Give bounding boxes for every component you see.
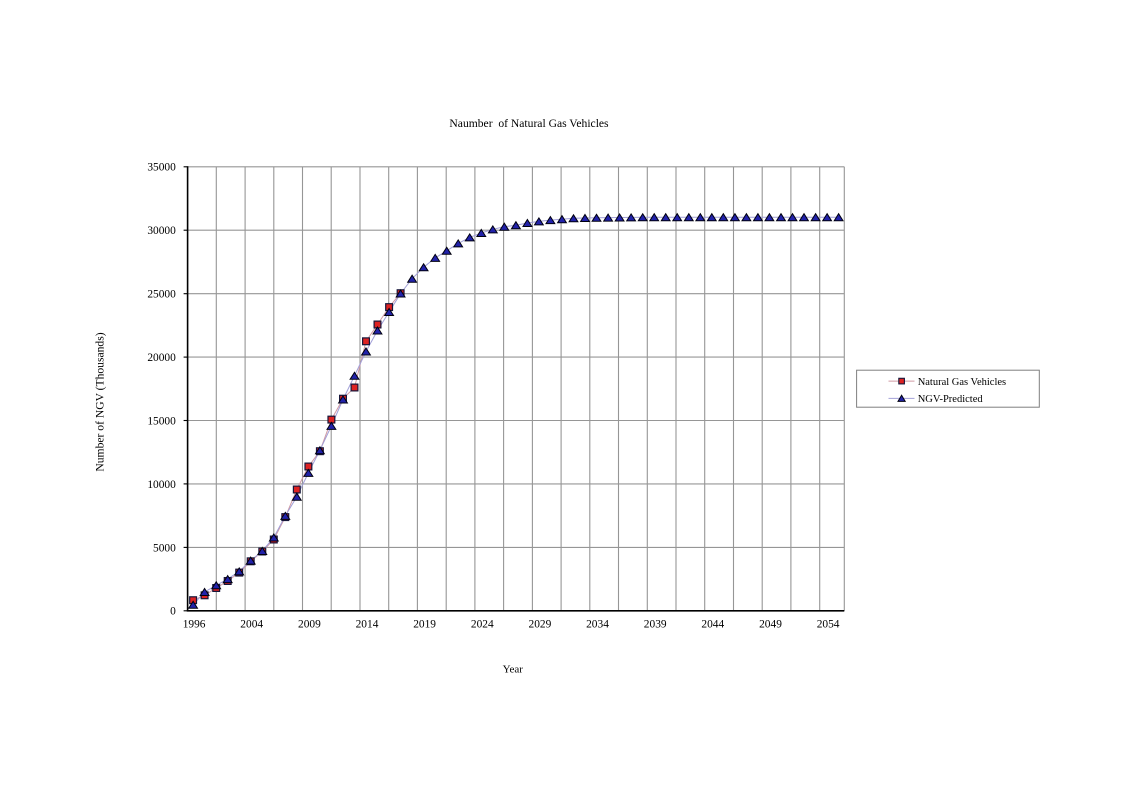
svg-text:2049: 2049: [759, 619, 782, 631]
svg-text:2004: 2004: [240, 619, 263, 631]
svg-text:2029: 2029: [529, 619, 552, 631]
svg-text:Number of NGV (Thousands): Number of NGV (Thousands): [94, 332, 107, 471]
svg-text:2034: 2034: [586, 619, 609, 631]
svg-text:30000: 30000: [147, 225, 176, 237]
svg-text:5000: 5000: [153, 542, 176, 554]
svg-text:1996: 1996: [183, 619, 206, 631]
svg-text:20000: 20000: [147, 352, 176, 364]
svg-text:Natural Gas Vehicles: Natural Gas Vehicles: [918, 377, 1006, 388]
svg-text:25000: 25000: [147, 289, 176, 301]
svg-text:15000: 15000: [147, 415, 176, 427]
svg-text:2039: 2039: [644, 619, 667, 631]
svg-text:35000: 35000: [147, 162, 176, 174]
svg-text:10000: 10000: [147, 479, 176, 491]
svg-text:2044: 2044: [701, 619, 724, 631]
svg-text:Naumber of Natural Gas Vehicl: Naumber of Natural Gas Vehicles: [449, 117, 609, 130]
svg-text:0: 0: [170, 606, 176, 618]
svg-text:2024: 2024: [471, 619, 494, 631]
svg-text:Year: Year: [503, 664, 524, 676]
svg-text:2054: 2054: [817, 619, 840, 631]
svg-text:NGV-Predicted: NGV-Predicted: [918, 394, 984, 405]
svg-text:2014: 2014: [356, 619, 379, 631]
svg-text:2019: 2019: [413, 619, 436, 631]
svg-text:2009: 2009: [298, 619, 321, 631]
